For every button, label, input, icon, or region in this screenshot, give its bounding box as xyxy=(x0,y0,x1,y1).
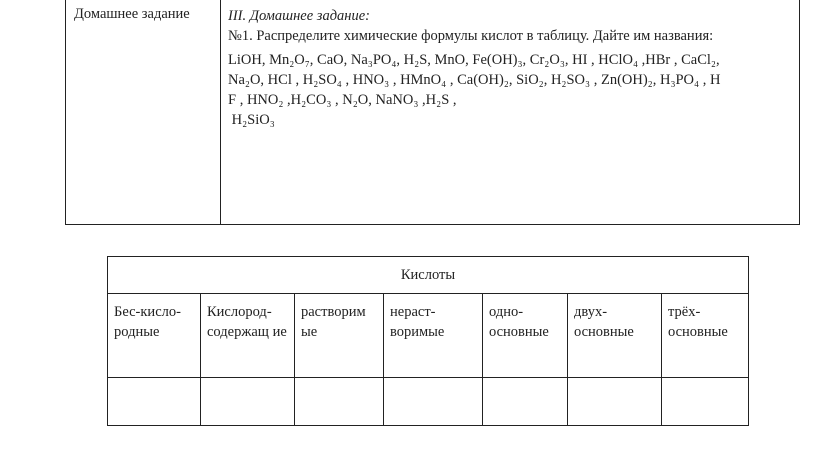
empty-cell[interactable] xyxy=(383,377,483,426)
formula-line: H₂SiO₃ xyxy=(228,112,275,128)
empty-cell[interactable] xyxy=(294,377,384,426)
homework-title: III. Домашнее задание: xyxy=(228,8,370,24)
empty-cell[interactable] xyxy=(567,377,662,426)
homework-content: III. Домашнее задание: №1. Распределите … xyxy=(221,0,799,224)
acids-table-title: Кислоты xyxy=(107,256,749,294)
empty-cell[interactable] xyxy=(200,377,295,426)
formula-line: Na₂O, HCl , H₂SO₄ , HNO₃ , HMnO₄ , Ca(OH… xyxy=(228,72,721,88)
column-header: нераст-воримые xyxy=(383,293,483,378)
homework-task: №1. Распределите химические формулы кисл… xyxy=(228,28,714,44)
homework-label: Домашнее задание xyxy=(66,0,221,224)
column-header: Кислород-содержащ ие xyxy=(200,293,295,378)
formula-line: F , HNO₂ ,H₂CO₃ , N₂O, NaNO₃ ,H₂S , xyxy=(228,92,457,108)
empty-cell[interactable] xyxy=(482,377,568,426)
column-header: Бес-кисло-родные xyxy=(107,293,201,378)
column-header: двух-основные xyxy=(567,293,662,378)
column-header: одно-основные xyxy=(482,293,568,378)
homework-table: Домашнее задание III. Домашнее задание: … xyxy=(65,0,800,225)
empty-cell[interactable] xyxy=(661,377,749,426)
column-header: растворим ые xyxy=(294,293,384,378)
acids-table: Кислоты Бес-кисло-родные Кислород-содерж… xyxy=(107,256,749,426)
empty-cell[interactable] xyxy=(107,377,201,426)
formula-line: LiOH, Mn₂O₇, CaO, Na₃PO₄, H₂S, MnO, Fe(O… xyxy=(228,52,720,68)
column-header: трёх-основные xyxy=(661,293,749,378)
